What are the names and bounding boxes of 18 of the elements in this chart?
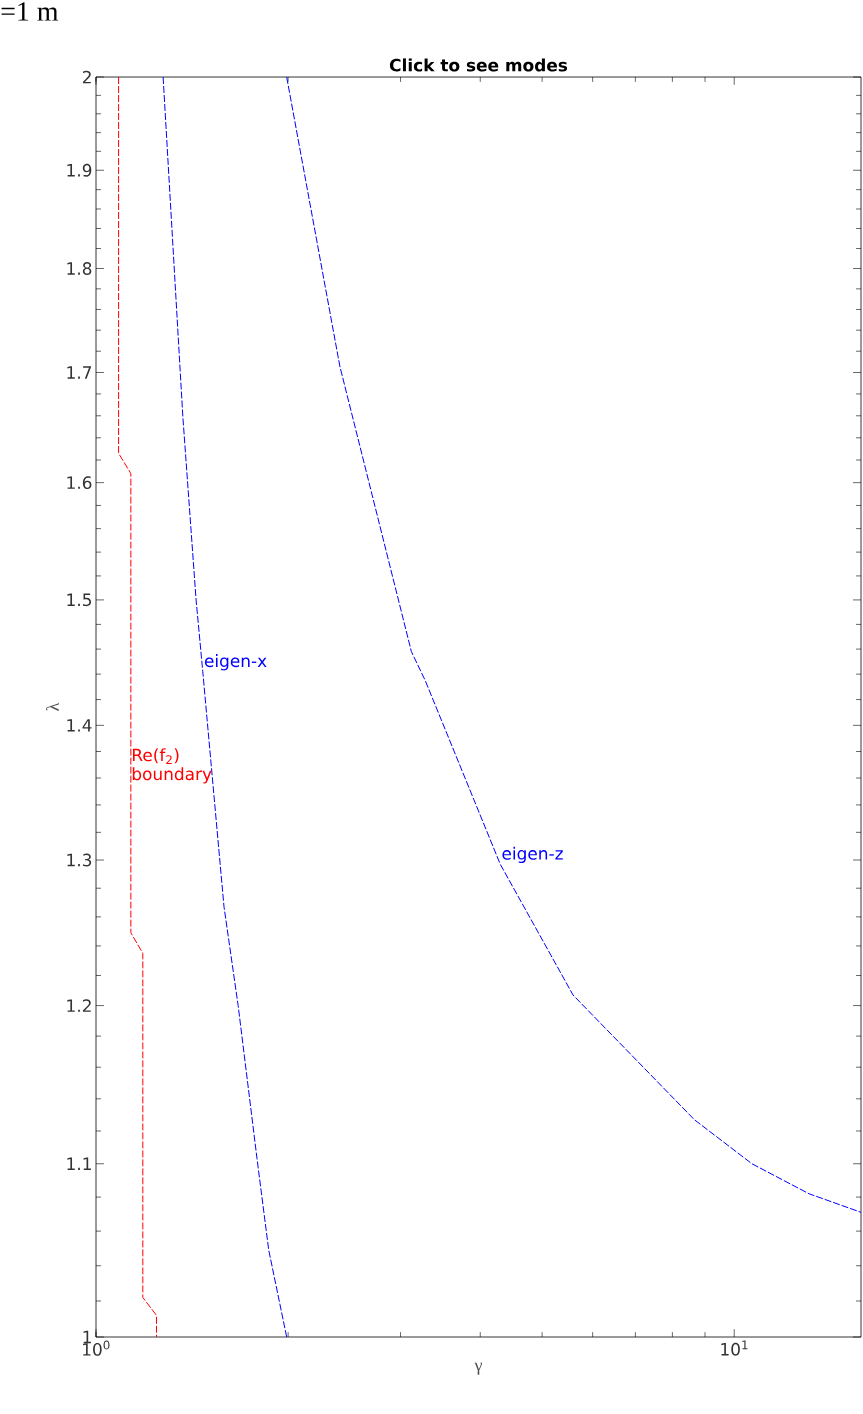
- annotation: eigen-x: [204, 654, 267, 671]
- y-tick-label: 1.1: [67, 1157, 91, 1170]
- y-tick-label: 1.9: [67, 163, 92, 177]
- text: =1 m: [1, 2, 59, 21]
- annotation: eigen-z: [502, 846, 563, 864]
- y-axis-title: λ: [46, 702, 59, 711]
- y-tick-label: 1.6: [67, 476, 92, 490]
- y-tick-label: 1.2: [67, 999, 91, 1012]
- y-tick-label: 2: [82, 70, 91, 84]
- x-tick-label: 10$^{1}$: [721, 1340, 748, 1356]
- y-tick-label: 1.5: [67, 593, 91, 607]
- y-tick-label: 1.8: [67, 262, 92, 275]
- y-tick-label: 1.3: [67, 853, 92, 867]
- x-axis-title: γ: [474, 1362, 483, 1375]
- y-tick-label: 1.4: [67, 719, 92, 732]
- annotation: Re(f$_{2}$) boundary: [132, 748, 212, 784]
- chart-title: Click to see modes: [389, 58, 568, 72]
- y-tick-label: 1.7: [67, 366, 92, 379]
